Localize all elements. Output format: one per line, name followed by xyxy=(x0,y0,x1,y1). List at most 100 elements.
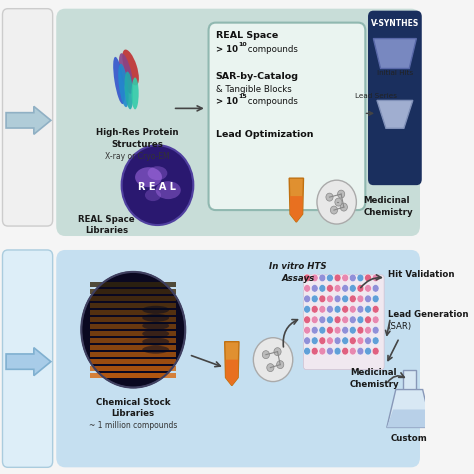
Circle shape xyxy=(365,295,372,302)
Circle shape xyxy=(334,306,341,313)
Text: Initial Hits: Initial Hits xyxy=(377,71,413,76)
Bar xyxy=(90,324,176,329)
Circle shape xyxy=(304,284,310,292)
Circle shape xyxy=(349,306,356,313)
Text: Chemistry: Chemistry xyxy=(350,380,400,389)
FancyBboxPatch shape xyxy=(303,275,384,370)
Circle shape xyxy=(327,327,333,334)
Circle shape xyxy=(365,327,372,334)
Circle shape xyxy=(311,295,318,302)
Ellipse shape xyxy=(155,181,181,199)
Bar xyxy=(90,282,176,287)
Circle shape xyxy=(342,327,348,334)
Circle shape xyxy=(311,274,318,282)
Circle shape xyxy=(365,347,372,355)
Circle shape xyxy=(365,337,372,345)
Polygon shape xyxy=(289,178,303,222)
Circle shape xyxy=(337,190,345,198)
Text: (SAR): (SAR) xyxy=(388,322,412,331)
Text: SAR-by-Catalog: SAR-by-Catalog xyxy=(216,73,299,82)
Circle shape xyxy=(342,316,348,324)
Circle shape xyxy=(349,284,356,292)
Circle shape xyxy=(122,145,193,225)
Ellipse shape xyxy=(118,64,128,107)
Circle shape xyxy=(253,337,293,382)
Circle shape xyxy=(311,284,318,292)
Circle shape xyxy=(342,295,348,302)
Text: Hit Validation: Hit Validation xyxy=(388,270,454,279)
Circle shape xyxy=(342,337,348,345)
Text: Assays: Assays xyxy=(282,274,315,283)
Text: & Tangible Blocks: & Tangible Blocks xyxy=(216,85,292,94)
Circle shape xyxy=(342,306,348,313)
Circle shape xyxy=(319,306,326,313)
Circle shape xyxy=(349,337,356,345)
Text: Medicinal: Medicinal xyxy=(350,368,397,377)
Polygon shape xyxy=(387,390,432,428)
Text: 15: 15 xyxy=(238,94,247,100)
Ellipse shape xyxy=(145,189,161,201)
Circle shape xyxy=(327,347,333,355)
Circle shape xyxy=(319,295,326,302)
Text: R E A L: R E A L xyxy=(138,182,176,192)
Circle shape xyxy=(357,347,364,355)
Ellipse shape xyxy=(122,50,139,85)
Circle shape xyxy=(304,347,310,355)
Circle shape xyxy=(311,316,318,324)
Circle shape xyxy=(311,306,318,313)
Circle shape xyxy=(319,274,326,282)
Circle shape xyxy=(311,347,318,355)
Polygon shape xyxy=(290,196,302,222)
Circle shape xyxy=(311,327,318,334)
Text: V-SYNTHES: V-SYNTHES xyxy=(371,18,419,27)
Polygon shape xyxy=(6,347,51,375)
Ellipse shape xyxy=(131,77,139,109)
FancyBboxPatch shape xyxy=(56,250,420,467)
FancyBboxPatch shape xyxy=(2,250,53,467)
Circle shape xyxy=(365,274,372,282)
Text: > 10: > 10 xyxy=(216,98,238,106)
Circle shape xyxy=(304,306,310,313)
Polygon shape xyxy=(374,38,416,69)
Circle shape xyxy=(372,347,379,355)
Text: compounds: compounds xyxy=(245,98,298,106)
Text: 10: 10 xyxy=(238,42,247,46)
Ellipse shape xyxy=(142,314,169,322)
Text: X-ray or Cryo-EM: X-ray or Cryo-EM xyxy=(105,152,169,161)
Circle shape xyxy=(319,347,326,355)
Circle shape xyxy=(277,361,284,369)
Ellipse shape xyxy=(125,72,133,109)
Ellipse shape xyxy=(142,306,169,314)
Ellipse shape xyxy=(147,166,167,180)
Circle shape xyxy=(357,306,364,313)
Circle shape xyxy=(327,274,333,282)
Circle shape xyxy=(357,316,364,324)
Bar xyxy=(90,296,176,301)
Circle shape xyxy=(319,316,326,324)
Circle shape xyxy=(340,203,347,211)
Bar xyxy=(90,365,176,371)
Bar xyxy=(90,359,176,364)
Text: Custom: Custom xyxy=(391,434,428,443)
Circle shape xyxy=(357,284,364,292)
Circle shape xyxy=(357,327,364,334)
Circle shape xyxy=(330,206,337,214)
Ellipse shape xyxy=(142,322,169,330)
Circle shape xyxy=(372,337,379,345)
Circle shape xyxy=(342,347,348,355)
Text: Chemistry: Chemistry xyxy=(364,208,413,217)
Circle shape xyxy=(335,198,342,206)
Circle shape xyxy=(82,272,185,388)
Text: Structures: Structures xyxy=(111,140,163,149)
Circle shape xyxy=(372,295,379,302)
Circle shape xyxy=(327,284,333,292)
Polygon shape xyxy=(6,106,51,134)
Circle shape xyxy=(349,347,356,355)
Circle shape xyxy=(304,274,310,282)
Text: compounds: compounds xyxy=(245,45,298,54)
Circle shape xyxy=(342,274,348,282)
Polygon shape xyxy=(225,342,239,385)
Circle shape xyxy=(327,316,333,324)
Circle shape xyxy=(365,306,372,313)
Bar xyxy=(90,337,176,343)
